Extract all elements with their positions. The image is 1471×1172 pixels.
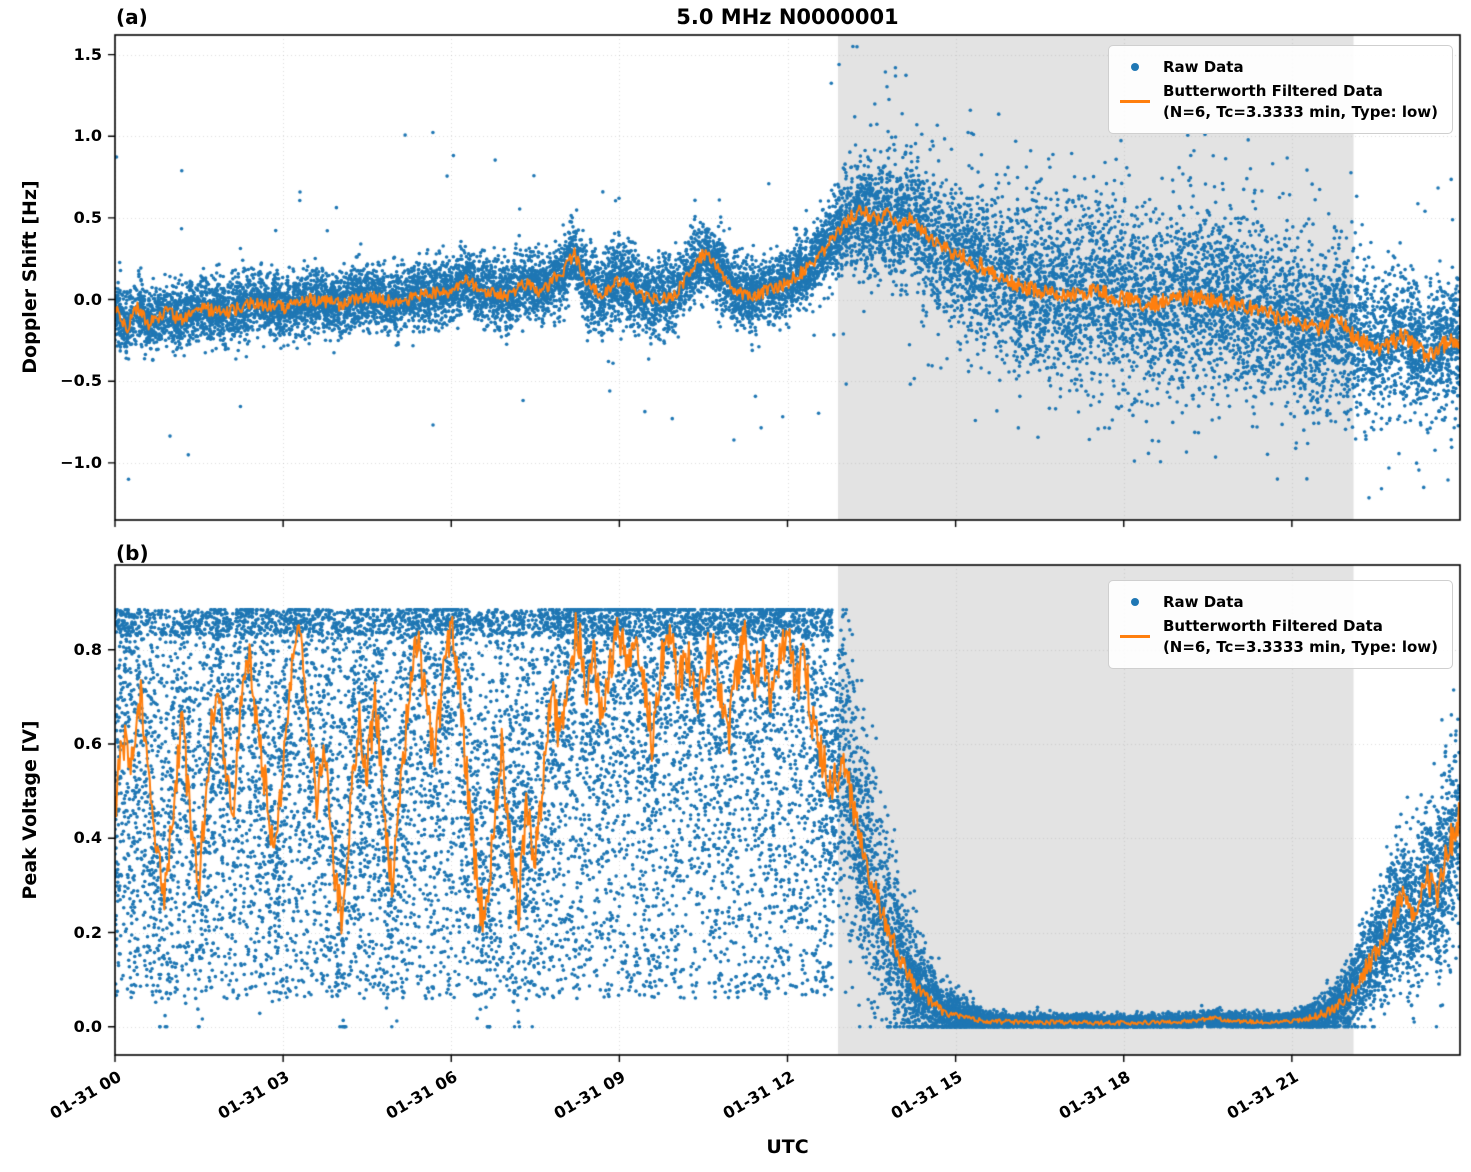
chart-title: 5.0 MHz N0000001 <box>676 5 899 29</box>
y-tick-label: 0.6 <box>73 734 102 754</box>
legend-entry-raw: Raw Data <box>1119 55 1438 79</box>
y-tick-label: 0.8 <box>73 639 102 659</box>
x-axis-label: UTC <box>766 1136 809 1158</box>
y-tick-label: 1.5 <box>73 44 102 64</box>
legend-entry-filtered: Butterworth Filtered Data (N=6, Tc=3.333… <box>1119 614 1438 659</box>
y-tick-label: 0.4 <box>73 828 102 848</box>
legend-panel-a: Raw Data Butterworth Filtered Data (N=6,… <box>1107 45 1453 134</box>
legend-entry-raw: Raw Data <box>1119 590 1438 614</box>
panel-b-label: (b) <box>116 541 149 565</box>
y-tick-label: 0.0 <box>73 289 102 309</box>
y-tick-label: −0.5 <box>60 371 102 391</box>
legend-raw-label: Raw Data <box>1162 593 1244 611</box>
legend-raw-label: Raw Data <box>1162 58 1244 76</box>
raw-data-marker-icon <box>1130 63 1139 72</box>
legend-filtered-label-line2: (N=6, Tc=3.3333 min, Type: low) <box>1162 102 1438 121</box>
y-tick-label: −1.0 <box>60 452 102 472</box>
y-tick-label: 0.2 <box>73 922 102 942</box>
legend-entry-filtered: Butterworth Filtered Data (N=6, Tc=3.333… <box>1119 79 1438 124</box>
y-tick-label: 0.5 <box>73 207 102 227</box>
panel-a-label: (a) <box>116 5 148 29</box>
legend-panel-b: Raw Data Butterworth Filtered Data (N=6,… <box>1107 580 1453 669</box>
raw-data-marker-icon <box>1130 598 1139 607</box>
filtered-line-marker-icon <box>1119 100 1150 103</box>
y-tick-label: 1.0 <box>73 126 102 146</box>
legend-filtered-label-line1: Butterworth Filtered Data <box>1162 617 1383 636</box>
filtered-line-marker-icon <box>1119 635 1150 638</box>
legend-filtered-label-line2: (N=6, Tc=3.3333 min, Type: low) <box>1162 637 1438 656</box>
legend-filtered-label-line1: Butterworth Filtered Data <box>1162 82 1383 101</box>
y-tick-label: 0.0 <box>73 1016 102 1036</box>
